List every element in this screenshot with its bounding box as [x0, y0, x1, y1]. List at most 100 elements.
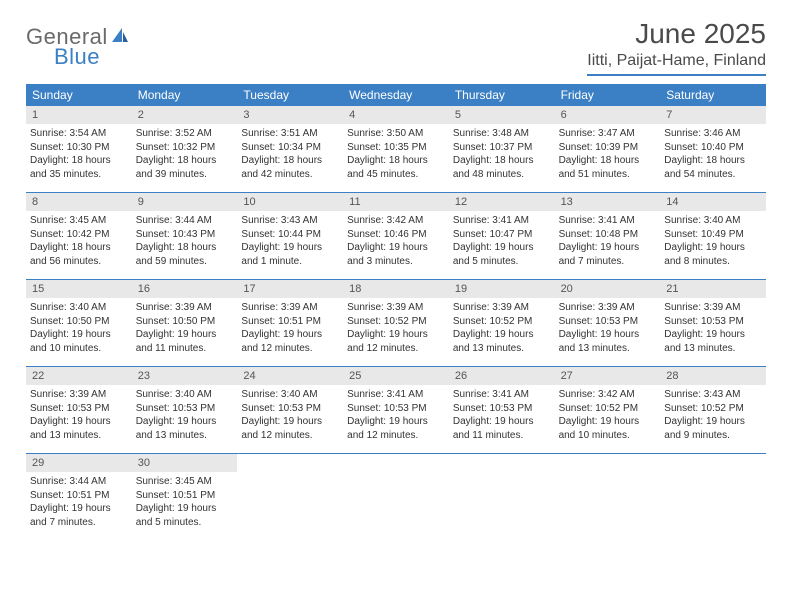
day-content: Sunrise: 3:39 AMSunset: 10:53 PMDaylight…: [26, 385, 132, 448]
sunrise-text: Sunrise: 3:41 AM: [347, 388, 445, 402]
day-number: 19: [449, 280, 555, 298]
sunrise-text: Sunrise: 3:39 AM: [664, 301, 762, 315]
sunrise-text: Sunrise: 3:51 AM: [241, 127, 339, 141]
sunrise-text: Sunrise: 3:48 AM: [453, 127, 551, 141]
day-number: 13: [555, 193, 661, 211]
sunset-text: Sunset: 10:52 PM: [347, 315, 445, 329]
sunset-text: Sunset: 10:53 PM: [241, 402, 339, 416]
daylight-text: Daylight: 19 hours and 11 minutes.: [136, 328, 234, 355]
daylight-text: Daylight: 18 hours and 59 minutes.: [136, 241, 234, 268]
day-cell: [343, 454, 449, 540]
weeks-container: 1Sunrise: 3:54 AMSunset: 10:30 PMDayligh…: [26, 106, 766, 540]
location-text: Iitti, Paijat-Hame, Finland: [587, 52, 766, 76]
sunset-text: Sunset: 10:37 PM: [453, 141, 551, 155]
day-content: Sunrise: 3:44 AMSunset: 10:51 PMDaylight…: [26, 472, 132, 535]
sunrise-text: Sunrise: 3:40 AM: [136, 388, 234, 402]
day-cell: 27Sunrise: 3:42 AMSunset: 10:52 PMDaylig…: [555, 367, 661, 453]
daylight-text: Daylight: 19 hours and 12 minutes.: [347, 328, 445, 355]
day-number: 23: [132, 367, 238, 385]
sunrise-text: Sunrise: 3:52 AM: [136, 127, 234, 141]
sunset-text: Sunset: 10:51 PM: [241, 315, 339, 329]
day-number: 3: [237, 106, 343, 124]
sunset-text: Sunset: 10:39 PM: [559, 141, 657, 155]
day-number: 11: [343, 193, 449, 211]
day-cell: 13Sunrise: 3:41 AMSunset: 10:48 PMDaylig…: [555, 193, 661, 279]
page-header: General Blue June 2025 Iitti, Paijat-Ham…: [26, 18, 766, 76]
day-cell: 5Sunrise: 3:48 AMSunset: 10:37 PMDayligh…: [449, 106, 555, 192]
daylight-text: Daylight: 19 hours and 13 minutes.: [559, 328, 657, 355]
sunrise-text: Sunrise: 3:50 AM: [347, 127, 445, 141]
day-number: 29: [26, 454, 132, 472]
day-content: Sunrise: 3:39 AMSunset: 10:50 PMDaylight…: [132, 298, 238, 361]
week-row: 8Sunrise: 3:45 AMSunset: 10:42 PMDayligh…: [26, 193, 766, 280]
day-cell: 17Sunrise: 3:39 AMSunset: 10:51 PMDaylig…: [237, 280, 343, 366]
sunrise-text: Sunrise: 3:39 AM: [559, 301, 657, 315]
week-row: 29Sunrise: 3:44 AMSunset: 10:51 PMDaylig…: [26, 454, 766, 540]
day-content: Sunrise: 3:46 AMSunset: 10:40 PMDaylight…: [660, 124, 766, 187]
day-number: 17: [237, 280, 343, 298]
day-headers-row: Sunday Monday Tuesday Wednesday Thursday…: [26, 84, 766, 106]
day-content: Sunrise: 3:39 AMSunset: 10:53 PMDaylight…: [555, 298, 661, 361]
daylight-text: Daylight: 19 hours and 13 minutes.: [453, 328, 551, 355]
week-row: 15Sunrise: 3:40 AMSunset: 10:50 PMDaylig…: [26, 280, 766, 367]
day-cell: 23Sunrise: 3:40 AMSunset: 10:53 PMDaylig…: [132, 367, 238, 453]
day-number: 24: [237, 367, 343, 385]
daylight-text: Daylight: 19 hours and 7 minutes.: [559, 241, 657, 268]
daylight-text: Daylight: 19 hours and 13 minutes.: [30, 415, 128, 442]
day-content: Sunrise: 3:39 AMSunset: 10:53 PMDaylight…: [660, 298, 766, 361]
day-cell: 8Sunrise: 3:45 AMSunset: 10:42 PMDayligh…: [26, 193, 132, 279]
day-content: Sunrise: 3:54 AMSunset: 10:30 PMDaylight…: [26, 124, 132, 187]
day-content: Sunrise: 3:43 AMSunset: 10:44 PMDaylight…: [237, 211, 343, 274]
day-header-monday: Monday: [132, 84, 238, 106]
day-cell: 6Sunrise: 3:47 AMSunset: 10:39 PMDayligh…: [555, 106, 661, 192]
sunset-text: Sunset: 10:50 PM: [30, 315, 128, 329]
day-cell: 20Sunrise: 3:39 AMSunset: 10:53 PMDaylig…: [555, 280, 661, 366]
day-header-sunday: Sunday: [26, 84, 132, 106]
daylight-text: Daylight: 19 hours and 10 minutes.: [559, 415, 657, 442]
sunset-text: Sunset: 10:47 PM: [453, 228, 551, 242]
day-cell: [449, 454, 555, 540]
day-content: Sunrise: 3:42 AMSunset: 10:46 PMDaylight…: [343, 211, 449, 274]
sunrise-text: Sunrise: 3:39 AM: [136, 301, 234, 315]
day-cell: 30Sunrise: 3:45 AMSunset: 10:51 PMDaylig…: [132, 454, 238, 540]
day-content: Sunrise: 3:42 AMSunset: 10:52 PMDaylight…: [555, 385, 661, 448]
day-header-friday: Friday: [555, 84, 661, 106]
day-number: 22: [26, 367, 132, 385]
day-content: Sunrise: 3:39 AMSunset: 10:52 PMDaylight…: [449, 298, 555, 361]
sunset-text: Sunset: 10:51 PM: [136, 489, 234, 503]
sunrise-text: Sunrise: 3:43 AM: [241, 214, 339, 228]
calendar: Sunday Monday Tuesday Wednesday Thursday…: [26, 84, 766, 540]
day-number: 8: [26, 193, 132, 211]
day-content: Sunrise: 3:41 AMSunset: 10:47 PMDaylight…: [449, 211, 555, 274]
day-number: 12: [449, 193, 555, 211]
daylight-text: Daylight: 18 hours and 39 minutes.: [136, 154, 234, 181]
sunset-text: Sunset: 10:30 PM: [30, 141, 128, 155]
sunrise-text: Sunrise: 3:41 AM: [453, 388, 551, 402]
day-cell: 29Sunrise: 3:44 AMSunset: 10:51 PMDaylig…: [26, 454, 132, 540]
daylight-text: Daylight: 19 hours and 3 minutes.: [347, 241, 445, 268]
daylight-text: Daylight: 18 hours and 54 minutes.: [664, 154, 762, 181]
daylight-text: Daylight: 19 hours and 13 minutes.: [136, 415, 234, 442]
day-number: 15: [26, 280, 132, 298]
sunrise-text: Sunrise: 3:45 AM: [30, 214, 128, 228]
day-content: Sunrise: 3:41 AMSunset: 10:48 PMDaylight…: [555, 211, 661, 274]
day-cell: 9Sunrise: 3:44 AMSunset: 10:43 PMDayligh…: [132, 193, 238, 279]
day-cell: 1Sunrise: 3:54 AMSunset: 10:30 PMDayligh…: [26, 106, 132, 192]
day-cell: 2Sunrise: 3:52 AMSunset: 10:32 PMDayligh…: [132, 106, 238, 192]
sunset-text: Sunset: 10:52 PM: [453, 315, 551, 329]
sunset-text: Sunset: 10:53 PM: [30, 402, 128, 416]
day-number: 5: [449, 106, 555, 124]
daylight-text: Daylight: 19 hours and 9 minutes.: [664, 415, 762, 442]
logo: General Blue: [26, 24, 132, 70]
day-number: 1: [26, 106, 132, 124]
day-cell: 19Sunrise: 3:39 AMSunset: 10:52 PMDaylig…: [449, 280, 555, 366]
logo-text-blue: Blue: [54, 44, 100, 70]
day-number: 27: [555, 367, 661, 385]
day-number: 10: [237, 193, 343, 211]
day-cell: 15Sunrise: 3:40 AMSunset: 10:50 PMDaylig…: [26, 280, 132, 366]
day-cell: 22Sunrise: 3:39 AMSunset: 10:53 PMDaylig…: [26, 367, 132, 453]
day-content: Sunrise: 3:40 AMSunset: 10:53 PMDaylight…: [237, 385, 343, 448]
day-content: Sunrise: 3:39 AMSunset: 10:52 PMDaylight…: [343, 298, 449, 361]
sunset-text: Sunset: 10:40 PM: [664, 141, 762, 155]
sunset-text: Sunset: 10:43 PM: [136, 228, 234, 242]
